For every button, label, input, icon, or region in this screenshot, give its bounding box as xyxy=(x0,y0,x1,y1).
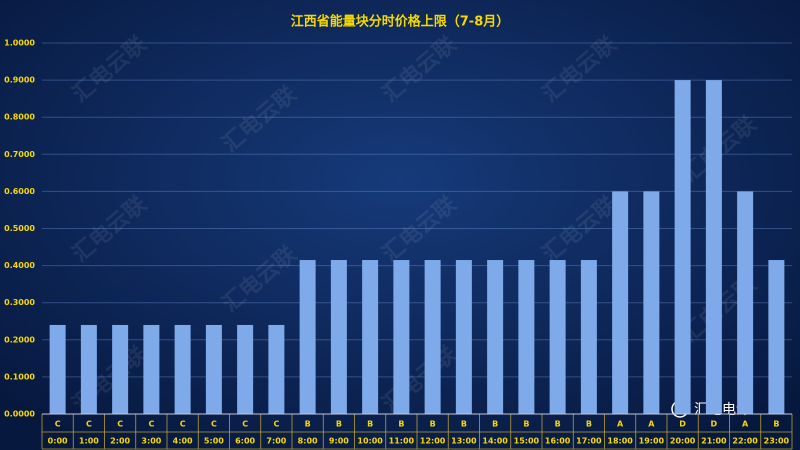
y-tick-label: 0.8000 xyxy=(4,113,35,122)
bar xyxy=(299,260,316,414)
period-label: B xyxy=(586,420,592,429)
bar xyxy=(237,324,254,414)
bar xyxy=(362,260,379,414)
chart-title: 江西省能量块分时价格上限（7-8月） xyxy=(291,14,510,30)
period-label: A xyxy=(648,420,655,429)
y-tick-label: 0.6000 xyxy=(4,187,35,196)
x-tick-label: 8:00 xyxy=(298,437,318,446)
period-label: C xyxy=(273,420,279,429)
y-tick-label: 0.4000 xyxy=(4,261,35,270)
x-tick-label: 4:00 xyxy=(173,437,193,446)
x-tick-label: 7:00 xyxy=(266,437,286,446)
period-label: C xyxy=(117,420,123,429)
x-tick-label: 17:00 xyxy=(576,437,602,446)
period-label: A xyxy=(617,420,624,429)
bar xyxy=(455,260,472,414)
bar xyxy=(205,324,222,414)
y-tick-label: 0.3000 xyxy=(4,298,35,307)
period-label: C xyxy=(242,420,248,429)
period-label: D xyxy=(679,420,686,429)
y-tick-label: 0.5000 xyxy=(4,224,35,233)
period-label: B xyxy=(305,420,311,429)
y-tick-label: 0.1000 xyxy=(4,372,35,381)
x-tick-label: 16:00 xyxy=(545,437,571,446)
y-tick-label: 0.2000 xyxy=(4,335,35,344)
bar xyxy=(487,260,504,414)
x-tick-label: 20:00 xyxy=(670,437,696,446)
x-tick-label: 10:00 xyxy=(357,437,383,446)
x-tick-label: 13:00 xyxy=(451,437,477,446)
bar xyxy=(549,260,566,414)
x-tick-label: 19:00 xyxy=(639,437,665,446)
x-tick-label: 22:00 xyxy=(732,437,758,446)
period-label: B xyxy=(555,420,561,429)
x-tick-label: 14:00 xyxy=(482,437,508,446)
period-label: C xyxy=(86,420,92,429)
bar xyxy=(49,324,66,414)
x-tick-label: 2:00 xyxy=(110,437,130,446)
bar xyxy=(518,260,535,414)
period-label: B xyxy=(430,420,436,429)
bar xyxy=(80,324,97,414)
period-label: B xyxy=(461,420,467,429)
x-tick-label: 11:00 xyxy=(389,437,415,446)
period-label: A xyxy=(742,420,749,429)
period-label: C xyxy=(211,420,217,429)
bar xyxy=(330,260,347,414)
bar xyxy=(737,191,754,414)
period-label: B xyxy=(398,420,404,429)
period-label: B xyxy=(336,420,342,429)
period-label: C xyxy=(55,420,61,429)
x-tick-label: 6:00 xyxy=(235,437,255,446)
bar xyxy=(112,324,129,414)
bar xyxy=(643,191,660,414)
x-tick-label: 5:00 xyxy=(204,437,224,446)
bar xyxy=(612,191,629,414)
bar xyxy=(674,80,691,414)
x-tick-label: 0:00 xyxy=(48,437,68,446)
y-tick-label: 0.0000 xyxy=(4,410,35,419)
period-label: B xyxy=(492,420,498,429)
x-tick-label: 21:00 xyxy=(701,437,727,446)
y-tick-label: 0.7000 xyxy=(4,150,35,159)
x-tick-label: 3:00 xyxy=(141,437,161,446)
x-tick-label: 23:00 xyxy=(764,437,790,446)
x-tick-label: 9:00 xyxy=(329,437,349,446)
x-tick-label: 1:00 xyxy=(79,437,99,446)
period-label: B xyxy=(367,420,373,429)
period-label: D xyxy=(711,420,718,429)
bar xyxy=(143,324,160,414)
bar xyxy=(705,80,722,414)
bar xyxy=(268,324,285,414)
x-tick-label: 18:00 xyxy=(607,437,633,446)
y-tick-label: 1.0000 xyxy=(4,39,35,48)
period-label: C xyxy=(180,420,186,429)
bar xyxy=(174,324,191,414)
x-tick-label: 15:00 xyxy=(514,437,540,446)
bar xyxy=(768,260,785,414)
bar xyxy=(393,260,410,414)
bar xyxy=(424,260,441,414)
x-tick-label: 12:00 xyxy=(420,437,446,446)
period-label: C xyxy=(148,420,154,429)
bar xyxy=(580,260,597,414)
y-tick-label: 0.9000 xyxy=(4,76,35,85)
period-label: B xyxy=(773,420,779,429)
period-label: B xyxy=(523,420,529,429)
